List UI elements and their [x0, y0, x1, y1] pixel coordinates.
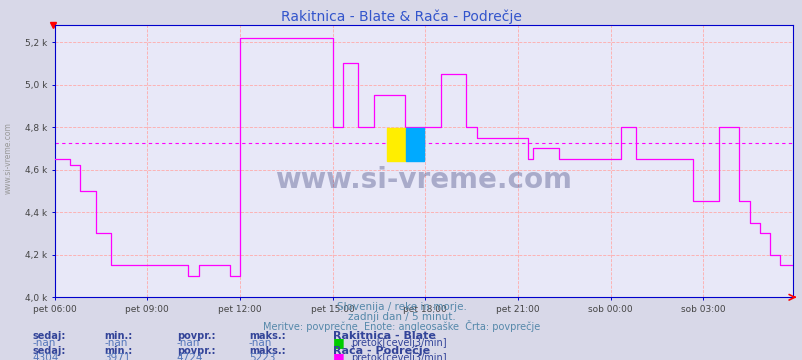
Text: Slovenija / reke in morje.: Slovenija / reke in morje. — [336, 302, 466, 312]
Text: -nan: -nan — [249, 338, 272, 348]
Text: Rakitnica - Blate & Rača - Podrečje: Rakitnica - Blate & Rača - Podrečje — [281, 9, 521, 23]
Bar — [405, 129, 423, 161]
Text: 4724: 4724 — [176, 353, 203, 360]
Text: povpr.:: povpr.: — [176, 346, 215, 356]
Text: ■: ■ — [333, 336, 345, 349]
Text: -nan: -nan — [32, 338, 55, 348]
Text: min.:: min.: — [104, 346, 132, 356]
Text: zadnji dan / 5 minut.: zadnji dan / 5 minut. — [347, 312, 455, 323]
Text: 5223: 5223 — [249, 353, 275, 360]
Text: povpr.:: povpr.: — [176, 331, 215, 341]
Text: Rača - Podrečje: Rača - Podrečje — [333, 345, 430, 356]
Text: 3971: 3971 — [104, 353, 131, 360]
Text: maks.:: maks.: — [249, 331, 286, 341]
Text: Rakitnica - Blate: Rakitnica - Blate — [333, 331, 435, 341]
Text: 4304: 4304 — [32, 353, 59, 360]
Text: min.:: min.: — [104, 331, 132, 341]
Text: sedaj:: sedaj: — [32, 331, 66, 341]
Text: Meritve: povprečne  Enote: angleosaške  Črta: povprečje: Meritve: povprečne Enote: angleosaške Čr… — [262, 320, 540, 333]
Text: ■: ■ — [333, 351, 345, 360]
Text: -nan: -nan — [104, 338, 128, 348]
Text: sedaj:: sedaj: — [32, 346, 66, 356]
Text: pretok[čevelj3/min]: pretok[čevelj3/min] — [350, 352, 446, 360]
Text: maks.:: maks.: — [249, 346, 286, 356]
Bar — [387, 129, 405, 161]
Text: www.si-vreme.com: www.si-vreme.com — [3, 122, 13, 194]
Text: www.si-vreme.com: www.si-vreme.com — [275, 166, 572, 194]
Text: -nan: -nan — [176, 338, 200, 348]
Text: pretok[čevelj3/min]: pretok[čevelj3/min] — [350, 338, 446, 348]
